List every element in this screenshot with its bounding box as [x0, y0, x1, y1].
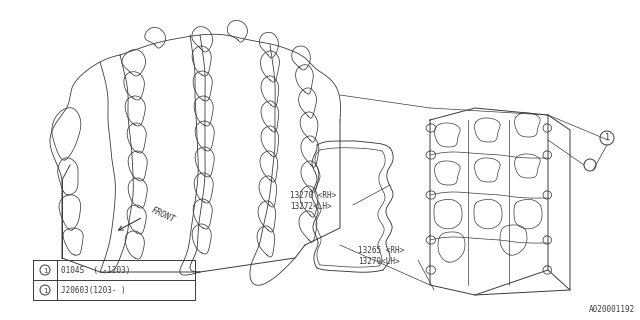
- Text: J20603(1203- ): J20603(1203- ): [61, 286, 125, 295]
- Text: A020001192: A020001192: [589, 305, 635, 314]
- Text: FRONT: FRONT: [150, 206, 177, 224]
- Text: 1: 1: [605, 133, 609, 142]
- Text: 1: 1: [43, 268, 47, 274]
- Text: 1: 1: [43, 288, 47, 294]
- Text: 13265 <RH>: 13265 <RH>: [358, 246, 404, 255]
- Text: 13270 <RH>: 13270 <RH>: [290, 191, 336, 200]
- Text: 13272<LH>: 13272<LH>: [290, 202, 332, 211]
- Text: 0104S  ( -1203): 0104S ( -1203): [61, 267, 131, 276]
- Text: 13279<LH>: 13279<LH>: [358, 257, 399, 266]
